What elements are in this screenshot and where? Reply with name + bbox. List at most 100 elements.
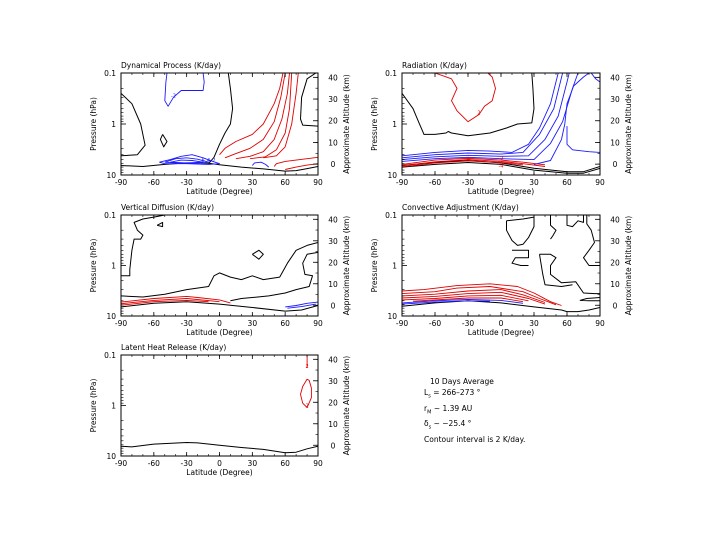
y2-tick-label: 40 <box>328 355 338 364</box>
ls-value: = 266–273 ° <box>433 388 481 397</box>
y2-tick-label: 30 <box>610 95 620 104</box>
contour-line-black <box>121 301 318 312</box>
contour-line-black <box>583 215 600 266</box>
contour-line-blue <box>164 73 205 107</box>
plot-frame <box>120 354 319 457</box>
panel-2: Radiation (K/day)-90 -60 -30 0 30 60 90Latitud… <box>370 61 633 196</box>
y2-axis-label: Approximate Altitude (km) <box>624 74 633 174</box>
x-tick-label: -90 <box>115 319 127 328</box>
contour-line-red <box>402 286 557 306</box>
y-tick-label: 10 <box>387 312 397 321</box>
annotation-rm: rM ~ 1.39 AU <box>424 403 525 419</box>
panel-1: Dynamical Process (K/day)-90 -60 -30 0 30 60 9… <box>89 61 351 196</box>
rm-subscript: M <box>427 409 432 415</box>
annotation-interval: Contour interval is 2 K/day. <box>424 434 526 444</box>
x-tick-label: -30 <box>462 178 474 187</box>
ds-subscript: s <box>428 424 432 431</box>
x-axis-label: Latitude (Degree) <box>186 328 252 337</box>
y2-tick-label: 0 <box>331 441 336 450</box>
x-axis-label: Latitude (Degree) <box>468 187 534 196</box>
rm-value: ~ 1.39 AU <box>433 403 473 413</box>
contours <box>402 73 600 174</box>
y-tick-label: 1 <box>392 120 397 129</box>
contour-line-black <box>539 253 600 295</box>
contour-line-black <box>579 297 600 302</box>
x-tick-label: 60 <box>562 319 572 328</box>
contour-line-red <box>263 73 299 159</box>
annotation-ds: δs ~ −25.4 ° <box>424 418 525 434</box>
y2-axis-label: Approximate Altitude (km) <box>342 216 351 316</box>
y-tick-label: 10 <box>106 452 116 461</box>
contour-line-black <box>550 215 557 240</box>
y-tick-label: 1 <box>392 262 397 271</box>
contours <box>121 73 318 172</box>
contour-line-red <box>412 297 524 303</box>
x-tick-label: 0 <box>217 459 222 468</box>
y2-axis-label: Approximate Altitude (km) <box>624 216 633 316</box>
contour-line-red <box>402 159 546 167</box>
contour-line-black <box>402 162 600 174</box>
contour-line-red <box>273 156 318 167</box>
y2-tick-label: 10 <box>610 138 620 147</box>
ls-symbol: L <box>424 388 429 397</box>
y2-tick-label: 30 <box>328 95 338 104</box>
contour-value-label: -4 <box>499 163 504 169</box>
contour-line-red <box>402 157 546 166</box>
y-tick-label: 0.1 <box>385 211 397 220</box>
contour-line-black <box>506 216 535 246</box>
x-tick-label: 0 <box>217 178 222 187</box>
y2-tick-label: 40 <box>328 73 338 82</box>
x-tick-label: -30 <box>181 319 193 328</box>
x-axis-label: Latitude (Degree) <box>186 187 252 196</box>
x-tick-label: 30 <box>529 319 539 328</box>
contour-line-red <box>121 299 209 306</box>
contour-line-blue <box>402 300 491 305</box>
y-axis-label: Pressure (hPa) <box>370 97 379 151</box>
y-tick-label: 0.1 <box>104 211 116 220</box>
y2-tick-label: 40 <box>610 73 620 82</box>
contour-line-red <box>402 283 562 306</box>
contour-line-blue <box>159 154 220 165</box>
x-axis-label: Latitude (Degree) <box>186 468 252 477</box>
x-tick-label: 60 <box>562 178 572 187</box>
y-axis-label: Pressure (hPa) <box>89 379 98 433</box>
contour-line-red <box>235 73 290 160</box>
y2-tick-label: 40 <box>328 215 338 224</box>
annotation-heading: 10 Days Average <box>430 377 494 386</box>
y2-tick-label: 20 <box>328 398 338 407</box>
y-tick-label: 10 <box>106 312 116 321</box>
contour-value-label: 6 <box>202 158 205 164</box>
annotation-ls: Ls = 266–273 ° <box>424 387 525 403</box>
contour-line-black <box>402 160 600 173</box>
contour-line-blue <box>402 73 570 161</box>
contour-line-black <box>252 249 264 260</box>
contour-line-black <box>121 92 146 157</box>
contour-line-blue <box>590 73 600 83</box>
panel-title: Convective Adjustment (K/day) <box>402 203 519 212</box>
x-tick-label: 60 <box>280 459 290 468</box>
y-tick-label: 0.1 <box>385 69 397 78</box>
contour-line-blue <box>402 73 564 159</box>
annotation-box: 10 Days Average Ls = 266–273 ° rM ~ 1.39… <box>424 376 525 445</box>
panel-title: Dynamical Process (K/day) <box>121 61 221 70</box>
contour-value-label: -6 <box>466 157 471 163</box>
contour-line-red <box>402 289 546 303</box>
panel-title: Vertical Diffusion (K/day) <box>121 203 214 212</box>
x-tick-label: -60 <box>429 319 441 328</box>
contour-value-label: 2 <box>212 158 215 164</box>
contour-line-black <box>230 251 318 302</box>
contour-line-black <box>121 442 318 454</box>
contour-line-red <box>402 294 529 302</box>
x-tick-label: 90 <box>313 178 323 187</box>
contour-line-blue <box>402 73 559 157</box>
y-tick-label: 10 <box>106 171 116 180</box>
y-tick-label: 1 <box>111 262 116 271</box>
x-tick-label: -30 <box>462 319 474 328</box>
y2-tick-label: 0 <box>331 160 336 169</box>
y-tick-label: 1 <box>111 402 116 411</box>
x-tick-label: 0 <box>499 319 504 328</box>
contour-line-black <box>300 73 318 127</box>
panel-title: Latent Heat Release (K/day) <box>121 343 226 352</box>
x-tick-label: -30 <box>181 178 193 187</box>
